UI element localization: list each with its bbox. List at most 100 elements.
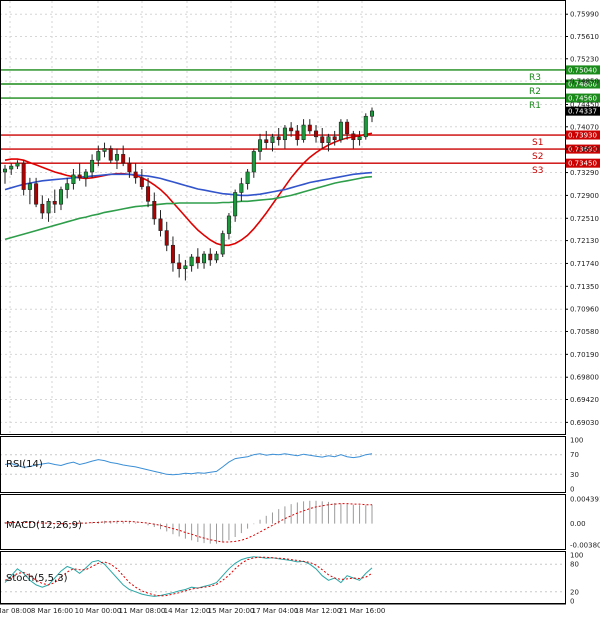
candle-body <box>108 148 113 161</box>
stoch-tick-label: 100 <box>570 552 583 560</box>
candle-body <box>314 130 319 138</box>
level-price-tag <box>566 158 600 168</box>
stoch-tick-label: 0 <box>570 598 574 606</box>
candle-bearish <box>40 195 45 219</box>
macd-panel: 0.004391 0.00 -0.003806 MACD(12,26,9) <box>0 494 600 550</box>
y-tick-label: 0.69030 <box>570 419 599 427</box>
candle-body <box>270 136 275 143</box>
macd-signal-line <box>4 503 372 543</box>
rsi-panel-border <box>0 436 566 493</box>
candle-bullish <box>183 259 188 281</box>
candle-bullish <box>15 160 20 170</box>
candle-bullish <box>214 251 219 263</box>
candle-bullish <box>233 189 238 222</box>
candle-body <box>15 162 20 167</box>
price-grid <box>0 1 565 434</box>
x-tick-label: 7 Mar 08:00 <box>0 607 31 615</box>
candle-bearish <box>264 130 269 149</box>
x-tick-label: 8 Mar 16:00 <box>31 607 73 615</box>
level-price-label: 0.74800 <box>568 80 597 88</box>
x-tick-label: 14 Mar 12:00 <box>164 607 211 615</box>
candle-body <box>345 121 350 135</box>
candle-body <box>183 265 188 270</box>
x-tick-label: 17 Mar 04:00 <box>252 607 299 615</box>
candle-body <box>233 192 238 217</box>
candle-bullish <box>96 145 101 167</box>
candle-bullish <box>9 163 14 175</box>
candle-bearish <box>351 130 356 149</box>
candle-bearish <box>170 236 175 272</box>
candle-bullish <box>27 177 32 205</box>
price-panel: R3 0.75040 R2 0.74800 R1 0.74560 S1 0.73930 S2 0.… <box>0 0 600 435</box>
level-price-tag <box>566 130 600 140</box>
rsi-line <box>4 453 373 476</box>
candle-body <box>114 154 119 161</box>
candle-body <box>301 124 306 141</box>
candle-bearish <box>276 127 281 146</box>
candle-bearish <box>146 177 151 208</box>
macd-panel-border <box>0 494 566 550</box>
candle-body <box>158 218 163 231</box>
candle-body <box>177 262 182 270</box>
candle-bearish <box>52 189 57 214</box>
rsi-tick-label: 0 <box>570 486 574 494</box>
rsi-y-axis: 100 70 30 0 <box>570 437 583 494</box>
candle-bullish <box>65 177 70 199</box>
candle-bearish <box>307 119 312 134</box>
y-tick-label: 0.69800 <box>570 374 599 382</box>
rsi-tick-label: 100 <box>570 437 583 445</box>
macd-label: MACD(12,26,9) <box>6 520 82 531</box>
candle-body <box>71 174 76 184</box>
candles <box>2 107 374 281</box>
candle-bearish <box>177 254 182 278</box>
candle-bearish <box>314 125 319 143</box>
macd-lines <box>4 500 373 544</box>
candle-bearish <box>77 163 82 181</box>
price-y-axis: 0.75990 0.75610 0.75230 0.74850 0.74450 0.740… <box>565 11 599 427</box>
y-tick-label: 0.71350 <box>570 283 599 291</box>
candle-body <box>58 189 63 205</box>
macd-tick-label: 0.00 <box>570 520 586 528</box>
candle-body <box>276 136 281 141</box>
candle-body <box>52 200 57 205</box>
candle-body <box>357 136 362 141</box>
candle-bearish <box>139 169 144 190</box>
stoch-signal-line <box>4 556 373 597</box>
candle-body <box>21 162 26 190</box>
candle-bullish <box>357 130 362 146</box>
candle-body <box>96 151 101 161</box>
level-price-label: 0.73690 <box>568 146 597 154</box>
level-price-tag <box>566 65 600 75</box>
y-tick-label: 0.74450 <box>570 101 599 109</box>
candle-body <box>282 127 287 141</box>
stoch-tick-label: 80 <box>570 561 579 569</box>
candle-body <box>121 154 126 164</box>
y-tick-label: 0.69420 <box>570 396 599 404</box>
candle-body <box>77 174 82 179</box>
candle-body <box>27 183 32 190</box>
y-tick-label: 0.73690 <box>570 146 599 154</box>
macd-tick-label: -0.003806 <box>570 541 600 549</box>
candle-body <box>146 186 151 202</box>
moving-average-line <box>4 175 373 241</box>
candle-bullish <box>102 142 107 158</box>
level-price-label: 0.73450 <box>568 160 597 168</box>
candle-bullish <box>90 154 95 178</box>
y-tick-label: 0.72900 <box>570 192 599 200</box>
stoch-main-line <box>4 556 373 597</box>
candle-body <box>332 136 337 141</box>
candle-bearish <box>289 122 294 137</box>
candle-body <box>202 253 207 264</box>
candle-bearish <box>158 210 163 237</box>
candle-bullish <box>369 107 374 123</box>
y-tick-label: 0.74850 <box>570 78 599 86</box>
candle-body <box>258 139 263 152</box>
x-tick-label: 21 Mar 16:00 <box>339 607 386 615</box>
candle-bullish <box>220 230 225 257</box>
y-tick-label: 0.70960 <box>570 306 599 314</box>
candle-bearish <box>152 192 157 225</box>
candle-body <box>338 121 343 141</box>
macd-y-axis: 0.004391 0.00 -0.003806 <box>570 496 600 550</box>
candle-body <box>214 253 219 261</box>
